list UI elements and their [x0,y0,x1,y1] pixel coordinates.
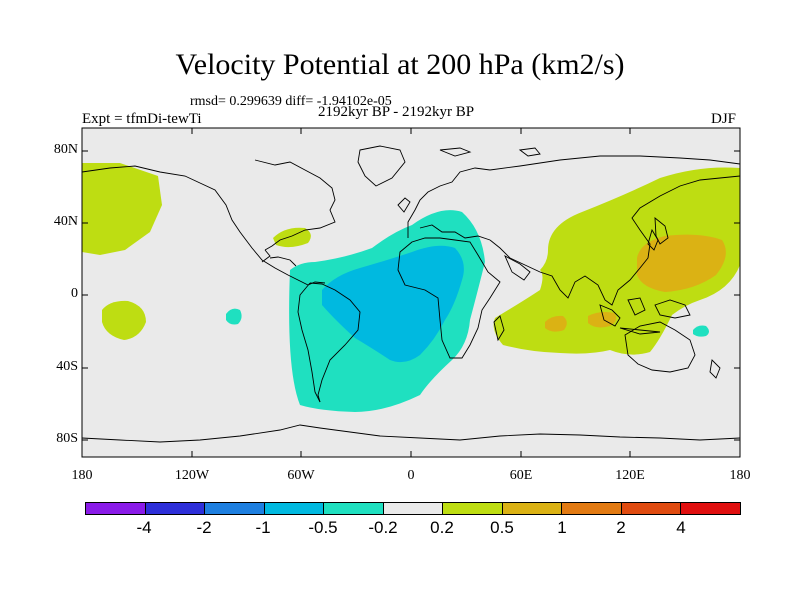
lat-label-80s: 80S [56,431,78,446]
negative-core-south-atlantic [322,245,464,363]
colorbar-label: 1 [557,518,567,537]
experiment-label: Expt = tfmDi-tewTi [82,111,202,127]
lon-label-120e: 120E [615,468,645,483]
lon-label-60w: 60W [287,468,315,483]
colorbar-swatch [502,503,563,514]
colorbar-swatch [264,503,325,514]
stats-text: rmsd= 0.299639 diff= -1.94102e-05 [190,94,392,109]
positive-region-asia-indian-ocean [493,167,740,355]
period-text: 2192kyr BP - 2192kyr BP [318,104,475,120]
colorbar-swatch [443,503,503,514]
lon-label-180w: 180 [71,468,93,483]
colorbar-swatch [383,503,444,514]
positive-core-indian-ocean-west [545,315,567,332]
colorbar-label: -0.5 [308,518,338,537]
colorbar-swatch [681,503,741,514]
colorbar-swatch [86,503,146,514]
positive-region-east-pacific-small [273,227,311,248]
colorbar-swatch [621,503,682,514]
positive-core-indian-ocean-east [588,312,617,328]
lat-label-0: 0 [71,286,78,301]
colorbar-label: 0.2 [430,518,454,537]
colorbar-label: 2 [616,518,626,537]
colorbar-swatch [145,503,206,514]
colorbar-label: -0.2 [368,518,398,537]
colorbar-swatch [562,503,622,514]
lon-label-120w: 120W [174,468,210,483]
colorbar-label: -2 [196,518,212,537]
colorbar-label: 4 [676,518,686,537]
positive-region-north-pacific [82,163,162,255]
positive-core-west-pacific [637,234,726,292]
lat-label-40s: 40S [56,359,78,374]
axis-ticks [82,128,740,457]
lon-label-60e: 60E [509,468,533,483]
lat-label-40n: 40N [53,214,78,229]
colorbar-label: 0.5 [490,518,514,537]
colorbar-swatch [324,503,384,514]
lon-label-180e: 180 [729,468,751,483]
positive-region-central-pacific [102,300,146,340]
colorbar [85,502,741,515]
lon-label-0: 0 [407,468,415,483]
lat-label-80n: 80N [53,142,78,157]
season-label: DJF [711,111,737,127]
negative-region-east-pacific-small [226,308,242,325]
colorbar-label: -4 [136,518,152,537]
colorbar-swatch [205,503,265,514]
coastlines [82,145,740,443]
map-title: Velocity Potential at 200 hPa (km2/s) [175,48,625,81]
negative-region-australia-east [693,325,709,337]
colorbar-label: -1 [255,518,271,537]
